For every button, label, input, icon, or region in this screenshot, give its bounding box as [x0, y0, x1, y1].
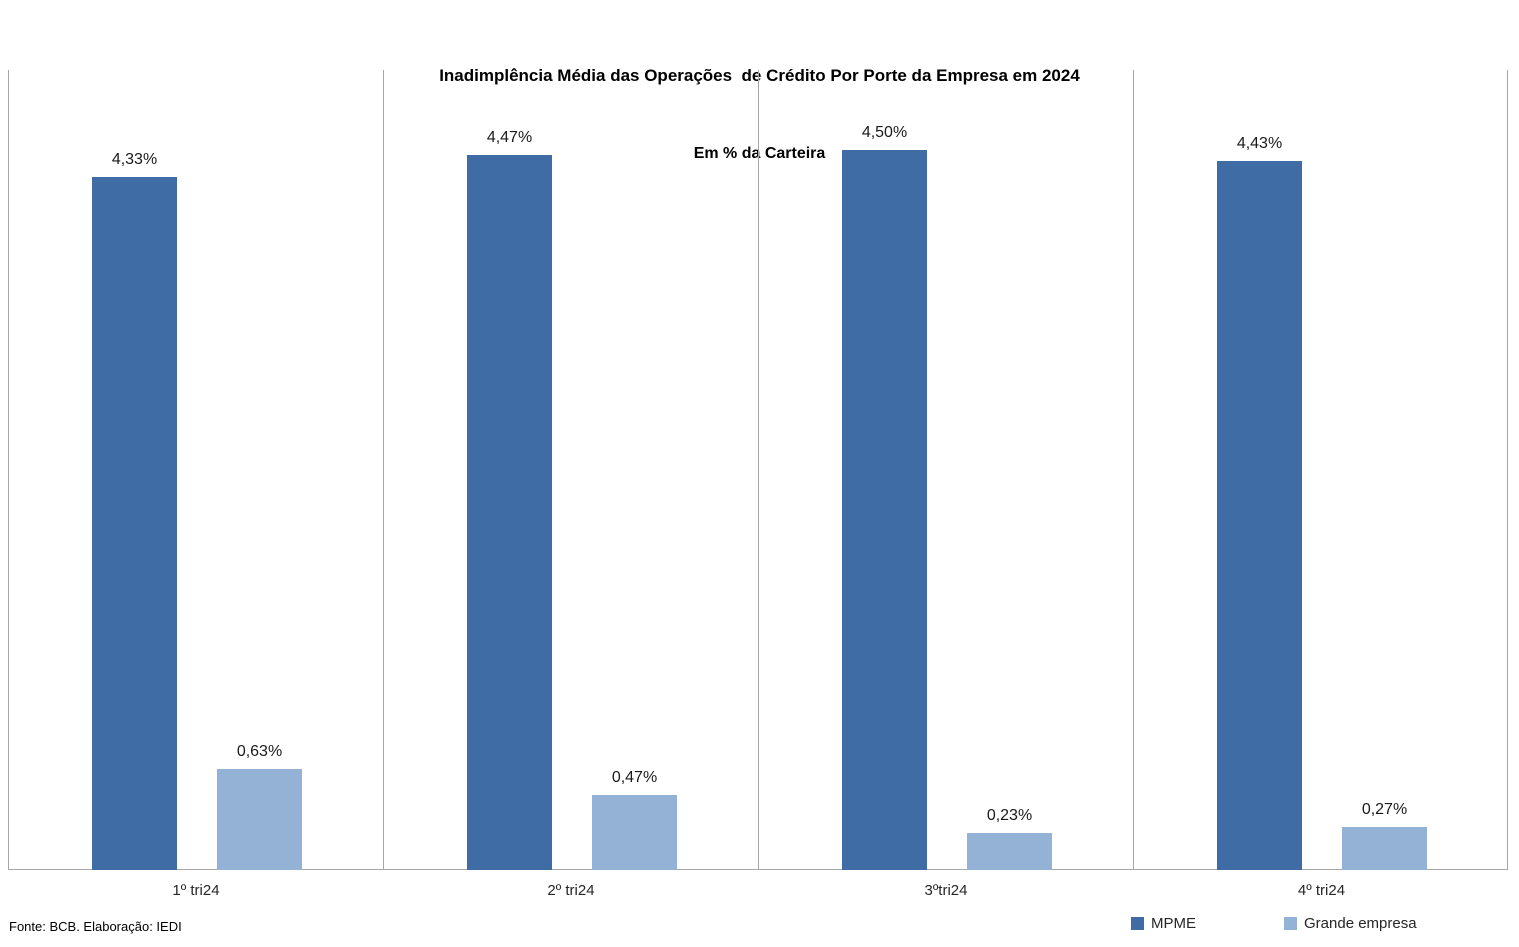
legend-item-mpme: MPME	[1131, 915, 1196, 932]
chart-title-line1: Inadimplência Média das Operações de Cré…	[439, 66, 1080, 85]
category-label: 1º tri24	[172, 882, 220, 899]
bar-value-label: 0,47%	[611, 769, 658, 786]
legend-label: Grande empresa	[1304, 915, 1417, 932]
bar-mpme	[842, 150, 927, 870]
category-label: 3ºtri24	[924, 882, 968, 899]
bar-value-label: 4,33%	[111, 151, 158, 168]
source-note: Fonte: BCB. Elaboração: IEDI	[9, 919, 182, 934]
category-label: 2º tri24	[547, 882, 595, 899]
bar-value-label: 4,47%	[486, 129, 533, 146]
bar-mpme	[467, 155, 552, 870]
category-panel: 4,33% 0,63% 1º tri24	[9, 70, 384, 899]
bar-grande-empresa	[592, 795, 677, 870]
legend-label: MPME	[1151, 915, 1196, 932]
legend-swatch-icon	[1131, 917, 1144, 930]
bar-value-label: 4,43%	[1236, 135, 1283, 152]
bar-value-label: 4,50%	[861, 124, 908, 141]
bar-grande-empresa	[217, 769, 302, 870]
bar-value-label: 0,23%	[986, 807, 1033, 824]
chart-legend: MPME Grande empresa	[1131, 915, 1417, 932]
category-panel: 4,43% 0,27% 4º tri24	[1134, 70, 1509, 899]
chart-subtitle: Em % da Carteira	[693, 145, 826, 162]
bar-grande-empresa	[1342, 827, 1427, 870]
legend-item-grande-empresa: Grande empresa	[1284, 915, 1417, 932]
bar-mpme	[92, 177, 177, 870]
plot-area: 4,33% 0,63% 1º tri24 4,47% 0,47% 2º tri24 4,50…	[8, 70, 1509, 899]
bar-value-label: 0,27%	[1361, 801, 1408, 818]
category-panel: 4,47% 0,47% 2º tri24	[384, 70, 759, 899]
chart-title: Inadimplência Média das Operações de Cré…	[0, 11, 1519, 219]
legend-swatch-icon	[1284, 917, 1297, 930]
category-panel: 4,50% 0,23% 3ºtri24	[759, 70, 1134, 899]
bar-mpme	[1217, 161, 1302, 870]
bar-value-label: 0,63%	[236, 743, 283, 760]
category-label: 4º tri24	[1297, 882, 1346, 899]
bar-grande-empresa	[967, 833, 1052, 870]
